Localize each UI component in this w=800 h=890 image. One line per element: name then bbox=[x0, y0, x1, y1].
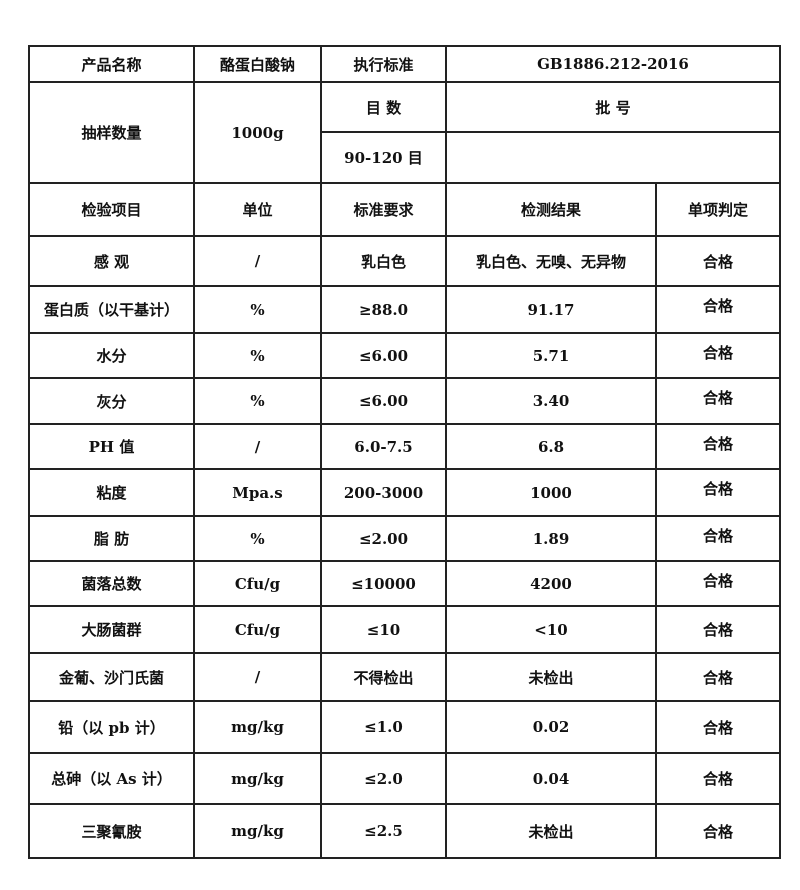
verdict-cell: 合格 bbox=[655, 700, 781, 754]
item-cell: 金葡、沙门氏菌 bbox=[28, 652, 195, 702]
standard-label: 执行标准 bbox=[320, 45, 447, 83]
table-row: 蛋白质（以干基计）% ≥88.0 91.17 合格 bbox=[28, 285, 781, 334]
unit-cell: % bbox=[193, 332, 322, 379]
verdict-cell: 合格 bbox=[655, 235, 781, 287]
batch-label: 批 号 bbox=[445, 81, 781, 133]
result-cell: 乳白色、无嗅、无异物 bbox=[445, 235, 657, 287]
result-cell: <10 bbox=[445, 605, 657, 654]
result-cell: 3.40 bbox=[445, 377, 657, 425]
table-row: PH 值/6.0-7.5 6.8 合格 bbox=[28, 423, 781, 470]
item-cell: 菌落总数 bbox=[28, 560, 195, 607]
sample-row: 抽样数量 1000g 目 数 批 号 bbox=[28, 81, 781, 184]
result-cell: 6.8 bbox=[445, 423, 657, 470]
requirement-cell: ≤2.00 bbox=[320, 515, 447, 562]
unit-cell: Cfu/g bbox=[193, 560, 322, 607]
unit-cell: % bbox=[193, 285, 322, 334]
sample-qty-label: 抽样数量 bbox=[28, 81, 195, 184]
inspection-report-table: 产品名称 酪蛋白酸钠 执行标准 GB1886.212-2016 抽样数量 100… bbox=[28, 45, 781, 859]
unit-cell: Cfu/g bbox=[193, 605, 322, 654]
unit-cell: Mpa.s bbox=[193, 468, 322, 517]
item-cell: 水分 bbox=[28, 332, 195, 379]
product-name-label: 产品名称 bbox=[28, 45, 195, 83]
unit-cell: % bbox=[193, 515, 322, 562]
requirement-cell: ≤2.5 bbox=[320, 803, 447, 859]
verdict-cell: 合格 bbox=[655, 285, 781, 334]
result-cell: 5.71 bbox=[445, 332, 657, 379]
table-row: 菌落总数 Cfu/g ≤10000 4200 合格 bbox=[28, 560, 781, 607]
unit-cell: mg/kg bbox=[193, 752, 322, 805]
mesh-label: 目 数 bbox=[320, 81, 447, 133]
table-row: 铅（以 pb 计） mg/kg ≤1.0 0.02 合格 bbox=[28, 700, 781, 754]
unit-cell: % bbox=[193, 377, 322, 425]
result-cell: 91.17 bbox=[445, 285, 657, 334]
unit-cell: / bbox=[193, 423, 322, 470]
standard-value: GB1886.212-2016 bbox=[445, 45, 781, 83]
result-cell: 未检出 bbox=[445, 652, 657, 702]
item-cell: 铅（以 pb 计） bbox=[28, 700, 195, 754]
unit-cell: / bbox=[193, 235, 322, 287]
table-row: 粘度 Mpa.s 200-3000 1000 合格 bbox=[28, 468, 781, 517]
verdict-cell: 合格 bbox=[655, 468, 781, 517]
result-cell: 0.04 bbox=[445, 752, 657, 805]
verdict-cell: 合格 bbox=[655, 605, 781, 654]
verdict-cell: 合格 bbox=[655, 752, 781, 805]
item-cell: 粘度 bbox=[28, 468, 195, 517]
item-cell: 三聚氰胺 bbox=[28, 803, 195, 859]
result-cell: 未检出 bbox=[445, 803, 657, 859]
item-cell: 大肠菌群 bbox=[28, 605, 195, 654]
result-cell: 0.02 bbox=[445, 700, 657, 754]
verdict-cell: 合格 bbox=[655, 515, 781, 562]
column-header-row: 检验项目 单位 标准要求 检测结果 单项判定 bbox=[28, 182, 781, 237]
col-unit: 单位 bbox=[193, 182, 322, 237]
result-cell: 4200 bbox=[445, 560, 657, 607]
verdict-cell: 合格 bbox=[655, 377, 781, 425]
requirement-cell: 200-3000 bbox=[320, 468, 447, 517]
product-name: 酪蛋白酸钠 bbox=[193, 45, 322, 83]
verdict-cell: 合格 bbox=[655, 560, 781, 607]
requirement-cell: 乳白色 bbox=[320, 235, 447, 287]
verdict-cell: 合格 bbox=[655, 652, 781, 702]
table-row: 水分% ≤6.00 5.71 合格 bbox=[28, 332, 781, 379]
table-row: 总砷（以 As 计） mg/kg ≤2.0 0.04 合格 bbox=[28, 752, 781, 805]
unit-cell: mg/kg bbox=[193, 803, 322, 859]
col-verdict: 单项判定 bbox=[655, 182, 781, 237]
result-cell: 1.89 bbox=[445, 515, 657, 562]
item-cell: 总砷（以 As 计） bbox=[28, 752, 195, 805]
requirement-cell: ≤10000 bbox=[320, 560, 447, 607]
sample-qty: 1000g bbox=[193, 81, 322, 184]
requirement-cell: 6.0-7.5 bbox=[320, 423, 447, 470]
verdict-cell: 合格 bbox=[655, 423, 781, 470]
result-cell: 1000 bbox=[445, 468, 657, 517]
item-cell: 灰分 bbox=[28, 377, 195, 425]
requirement-cell: ≤1.0 bbox=[320, 700, 447, 754]
col-requirement: 标准要求 bbox=[320, 182, 447, 237]
table-row: 灰分% ≤6.00 3.40 合格 bbox=[28, 377, 781, 425]
unit-cell: / bbox=[193, 652, 322, 702]
verdict-cell: 合格 bbox=[655, 332, 781, 379]
item-cell: 脂 肪 bbox=[28, 515, 195, 562]
col-result: 检测结果 bbox=[445, 182, 657, 237]
requirement-cell: ≤6.00 bbox=[320, 332, 447, 379]
requirement-cell: 不得检出 bbox=[320, 652, 447, 702]
col-item: 检验项目 bbox=[28, 182, 195, 237]
requirement-cell: ≥88.0 bbox=[320, 285, 447, 334]
verdict-cell: 合格 bbox=[655, 803, 781, 859]
table-row: 三聚氰胺 mg/kg ≤2.5 未检出 合格 bbox=[28, 803, 781, 859]
unit-cell: mg/kg bbox=[193, 700, 322, 754]
table-row: 感 观 / 乳白色 乳白色、无嗅、无异物 合格 bbox=[28, 235, 781, 287]
requirement-cell: ≤2.0 bbox=[320, 752, 447, 805]
sample-values-row: 90-120 目 bbox=[29, 131, 781, 184]
batch-value bbox=[445, 131, 781, 184]
product-row: 产品名称 酪蛋白酸钠 执行标准 GB1886.212-2016 bbox=[28, 45, 781, 83]
requirement-cell: ≤6.00 bbox=[320, 377, 447, 425]
item-cell: 感 观 bbox=[28, 235, 195, 287]
table-row: 大肠菌群 Cfu/g ≤10 <10 合格 bbox=[28, 605, 781, 654]
table-row: 脂 肪% ≤2.00 1.89 合格 bbox=[28, 515, 781, 562]
item-cell: PH 值 bbox=[28, 423, 195, 470]
table-row: 金葡、沙门氏菌 / 不得检出 未检出 合格 bbox=[28, 652, 781, 702]
mesh-value: 90-120 目 bbox=[320, 131, 447, 184]
item-cell: 蛋白质（以干基计） bbox=[28, 285, 195, 334]
requirement-cell: ≤10 bbox=[320, 605, 447, 654]
